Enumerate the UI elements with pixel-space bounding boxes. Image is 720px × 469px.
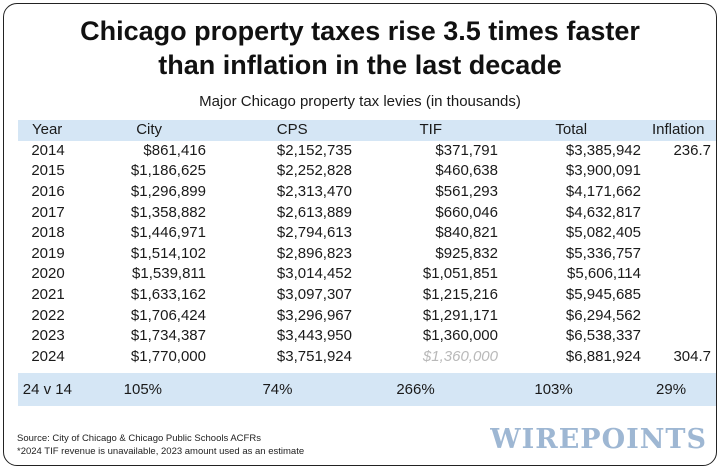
cell-city: $1,446,971 xyxy=(130,224,206,242)
header-city: City xyxy=(136,121,163,139)
cell-year: 2018 xyxy=(31,224,65,242)
cell-city: $861,416 xyxy=(143,141,206,159)
chart-subtitle: Major Chicago property tax levies (in th… xyxy=(199,93,521,110)
summary-cps: 74% xyxy=(262,380,293,398)
summary-total: 103% xyxy=(534,380,573,398)
cell-total: $5,336,757 xyxy=(565,244,641,262)
levies-table: Year City CPS TIF Total Inflation 2014 $8… xyxy=(18,120,716,407)
chart-card: Chicago property taxes rise 3.5 times fa… xyxy=(3,3,717,466)
cell-city: $1,539,811 xyxy=(132,265,206,283)
table-row: 2022 $1,706,424 $3,296,967 $1,291,171 $6,294… xyxy=(18,305,716,326)
cell-tif: $1,051,851 xyxy=(422,265,498,283)
cell-cps: $3,751,924 xyxy=(276,347,352,365)
header-total: Total xyxy=(555,121,588,139)
table-row: 2016 $1,296,899 $2,313,470 $561,293 $4,171,6… xyxy=(18,182,716,203)
cell-tif: $371,791 xyxy=(435,141,498,159)
summary-inflation: 29% xyxy=(656,380,687,398)
cell-total: $5,945,685 xyxy=(565,286,641,304)
cell-year: 2014 xyxy=(31,141,65,159)
cell-city: $1,186,625 xyxy=(130,162,206,180)
cell-total: $6,538,337 xyxy=(565,327,641,345)
cell-tif: $1,360,000 xyxy=(422,347,498,365)
wirepoints-logo: WIREPOINTS xyxy=(490,424,707,455)
table-row: 2017 $1,358,882 $2,613,889 $660,046 $4,632,8… xyxy=(18,202,716,223)
chart-title: Chicago property taxes rise 3.5 times fa… xyxy=(4,14,716,82)
table-row: 2019 $1,514,102 $2,896,823 $925,832 $5,336,7… xyxy=(18,244,716,265)
cell-cps: $2,896,823 xyxy=(276,244,352,262)
table-row: 2021 $1,633,162 $3,097,307 $1,215,216 $5,945… xyxy=(18,285,716,306)
cell-tif: $840,821 xyxy=(435,224,498,242)
cell-year: 2019 xyxy=(31,244,65,262)
cell-year: 2023 xyxy=(31,327,65,345)
title-line-2: than inflation in the last decade xyxy=(158,50,562,80)
cell-city: $1,514,102 xyxy=(130,244,206,262)
table-body: 2014 $861,416 $2,152,735 $371,791 $3,385,942… xyxy=(18,141,716,368)
cell-total: $3,385,942 xyxy=(565,141,641,159)
cell-total: $5,082,405 xyxy=(565,224,641,242)
cell-tif: $660,046 xyxy=(435,203,498,221)
header-inflation: Inflation xyxy=(651,121,705,139)
cell-year: 2022 xyxy=(31,306,65,324)
table-row: 2014 $861,416 $2,152,735 $371,791 $3,385,942… xyxy=(18,141,716,162)
summary-city: 105% xyxy=(123,380,163,398)
title-line-1: Chicago property taxes rise 3.5 times fa… xyxy=(80,16,640,46)
cell-year: 2017 xyxy=(31,203,65,221)
header-tif: TIF xyxy=(419,121,442,139)
cell-city: $1,770,000 xyxy=(130,347,206,365)
table-row: 2018 $1,446,971 $2,794,613 $840,821 $5,082,4… xyxy=(18,223,716,244)
cell-tif: $1,215,216 xyxy=(422,286,498,304)
cell-city: $1,296,899 xyxy=(130,183,206,201)
cell-tif: $561,293 xyxy=(435,183,498,201)
cell-cps: $3,014,452 xyxy=(276,265,352,283)
cell-total: $4,632,817 xyxy=(565,203,641,221)
source-note: Source: City of Chicago & Chicago Public… xyxy=(17,433,261,444)
cell-city: $1,706,424 xyxy=(130,306,206,324)
cell-cps: $3,296,967 xyxy=(276,306,352,324)
cell-cps: $2,313,470 xyxy=(276,183,352,201)
cell-year: 2016 xyxy=(31,183,65,201)
estimate-footnote: *2024 TIF revenue is unavailable, 2023 a… xyxy=(17,446,305,457)
cell-cps: $2,613,889 xyxy=(276,203,352,221)
summary-row: 24 v 14 105% 74% 266% 103% 29% xyxy=(18,373,716,407)
cell-city: $1,633,162 xyxy=(130,286,206,304)
cell-total: $4,171,662 xyxy=(565,183,641,201)
cell-year: 2024 xyxy=(31,347,65,365)
cell-city: $1,734,387 xyxy=(130,327,206,345)
cell-total: $6,881,924 xyxy=(565,347,641,365)
cell-cps: $2,252,828 xyxy=(276,162,352,180)
table-row: 2023 $1,734,387 $3,443,950 $1,360,000 $6,538… xyxy=(18,326,716,347)
cell-tif: $460,638 xyxy=(435,162,498,180)
cell-year: 2021 xyxy=(31,286,65,304)
cell-cps: $3,443,950 xyxy=(276,327,352,345)
summary-tif: 266% xyxy=(396,380,435,398)
cell-city: $1,358,882 xyxy=(130,203,206,221)
cell-total: $5,606,114 xyxy=(567,265,641,283)
cell-year: 2015 xyxy=(31,162,65,180)
cell-tif: $925,832 xyxy=(435,244,498,262)
cell-tif: $1,360,000 xyxy=(422,327,498,345)
cell-year: 2020 xyxy=(31,265,65,283)
cell-cps: $2,794,613 xyxy=(276,224,352,242)
cell-inflation: 236.7 xyxy=(673,141,711,159)
cell-cps: $2,152,735 xyxy=(276,141,352,159)
table-header-row: Year City CPS TIF Total Inflation xyxy=(18,120,716,141)
table-row: 2020 $1,539,811 $3,014,452 $1,051,851 $5,606… xyxy=(18,264,716,285)
cell-total: $3,900,091 xyxy=(565,162,641,180)
table-row: 2024 $1,770,000 $3,751,924 $1,360,000 $6,881… xyxy=(18,347,716,368)
cell-inflation: 304.7 xyxy=(673,347,711,365)
header-year: Year xyxy=(31,121,63,139)
cell-total: $6,294,562 xyxy=(565,306,641,324)
cell-tif: $1,291,171 xyxy=(422,306,498,324)
table-row: 2015 $1,186,625 $2,252,828 $460,638 $3,900,0… xyxy=(18,161,716,182)
cell-cps: $3,097,307 xyxy=(276,286,352,304)
summary-label: 24 v 14 xyxy=(22,380,72,398)
header-cps: CPS xyxy=(276,121,308,139)
